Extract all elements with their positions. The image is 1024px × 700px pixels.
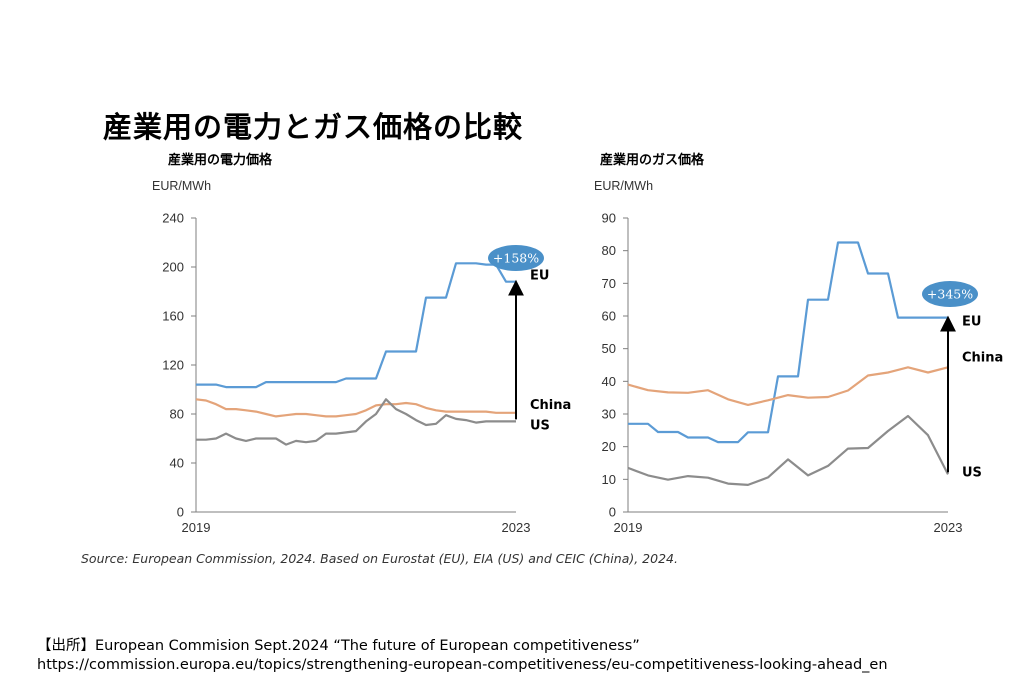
- series-line-eu: [196, 262, 516, 389]
- end-label-eu: EU: [962, 315, 981, 330]
- y-tick-label: 80: [170, 407, 184, 422]
- end-label-china: China: [530, 398, 571, 413]
- chart-title: 産業用のガス価格: [600, 152, 705, 168]
- y-tick-label: 80: [602, 243, 616, 258]
- y-axis-unit-label: EUR/MWh: [594, 179, 653, 193]
- x-tick-label: 2023: [502, 520, 531, 535]
- y-tick-label: 90: [602, 211, 616, 226]
- y-tick-label: 40: [170, 456, 184, 471]
- citation-text: European Commision Sept.2024 “The future…: [95, 638, 640, 654]
- end-label-eu: EU: [530, 269, 549, 284]
- y-tick-label: 20: [602, 439, 616, 454]
- y-tick-label: 240: [162, 211, 184, 226]
- y-tick-label: 0: [177, 505, 184, 520]
- y-axis-unit-label: EUR/MWh: [152, 179, 211, 193]
- x-tick-label: 2019: [182, 520, 211, 535]
- y-tick-label: 30: [602, 407, 616, 422]
- y-tick-label: 40: [602, 374, 616, 389]
- y-tick-label: 120: [162, 358, 184, 373]
- series-line-us: [196, 398, 516, 446]
- y-tick-label: 70: [602, 276, 616, 291]
- y-tick-label: 60: [602, 309, 616, 324]
- citation-url[interactable]: https://commission.europa.eu/topics/stre…: [37, 657, 888, 673]
- callout-bubble: [922, 281, 978, 307]
- x-tick-label: 2019: [614, 520, 643, 535]
- source-note: Source: European Commission, 2024. Based…: [81, 551, 678, 566]
- chart-title: 産業用の電力価格: [168, 152, 273, 168]
- callout-percent-label: +158%: [493, 251, 539, 266]
- y-tick-label: 10: [602, 472, 616, 487]
- y-tick-label: 0: [609, 505, 616, 520]
- end-label-us: US: [530, 418, 550, 433]
- end-label-china: China: [962, 350, 1003, 365]
- citation-line: 【出所】European Commision Sept.2024 “The fu…: [37, 634, 640, 655]
- x-tick-label: 2023: [934, 520, 963, 535]
- series-line-us: [627, 414, 949, 486]
- y-tick-label: 200: [162, 260, 184, 275]
- series-line-china: [627, 366, 949, 406]
- page-title: 産業用の電力とガス価格の比較: [103, 110, 524, 144]
- y-tick-label: 160: [162, 309, 184, 324]
- series-line-china: [195, 398, 516, 418]
- callout-percent-label: +345%: [927, 287, 973, 302]
- end-label-us: US: [962, 465, 982, 480]
- y-tick-label: 50: [602, 341, 616, 356]
- citation-prefix: 【出所】: [37, 638, 95, 654]
- series-line-eu: [628, 241, 948, 444]
- callout-bubble: [488, 245, 544, 271]
